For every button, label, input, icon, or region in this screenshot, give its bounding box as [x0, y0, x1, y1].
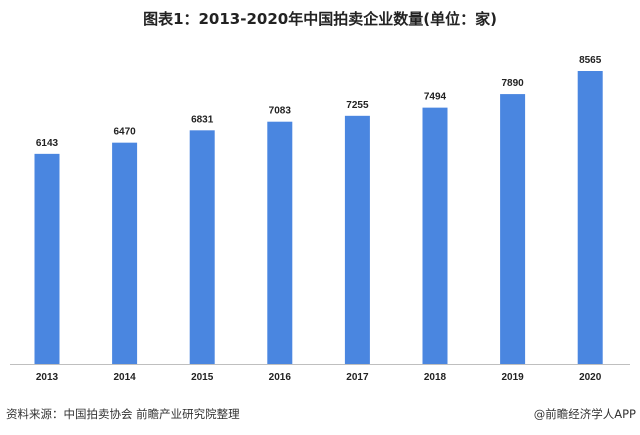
bar-2017: [344, 115, 370, 364]
source-note: 资料来源：中国拍卖协会 前瞻产业研究院整理: [6, 407, 240, 421]
data-label-2018: 7494: [424, 92, 447, 103]
data-label-2017: 7255: [346, 100, 369, 111]
data-label-2016: 7083: [269, 106, 292, 117]
data-label-2020: 8565: [579, 55, 602, 66]
chart-title: 图表1：2013-2020年中国拍卖企业数量(单位：家): [143, 10, 497, 28]
data-label-2019: 7890: [501, 78, 524, 89]
bar-2015: [189, 130, 215, 364]
bar-2018: [422, 107, 448, 365]
x-tick-label-2016: 2016: [269, 372, 292, 383]
x-tick-label-2018: 2018: [424, 372, 447, 383]
credit-note: @前瞻经济学人APP: [533, 407, 636, 421]
data-label-2014: 6470: [113, 127, 136, 138]
x-tick-label-2020: 2020: [579, 372, 602, 383]
x-tick-label-2019: 2019: [501, 372, 524, 383]
bar-2013: [34, 153, 60, 364]
bar-2016: [267, 121, 293, 364]
x-tick-label-2015: 2015: [191, 372, 214, 383]
bar-2020: [577, 71, 603, 364]
bar-2019: [500, 94, 526, 365]
x-tick-label-2014: 2014: [113, 372, 136, 383]
x-tick-label-2013: 2013: [36, 372, 59, 383]
x-tick-label-2017: 2017: [346, 372, 369, 383]
bar-2014: [112, 142, 138, 364]
data-label-2015: 6831: [191, 114, 214, 125]
bar-chart: 6143 2013 6470 2014 6831 2015 7083 2016 7255 2017…: [10, 55, 630, 383]
data-label-2013: 6143: [36, 138, 59, 149]
